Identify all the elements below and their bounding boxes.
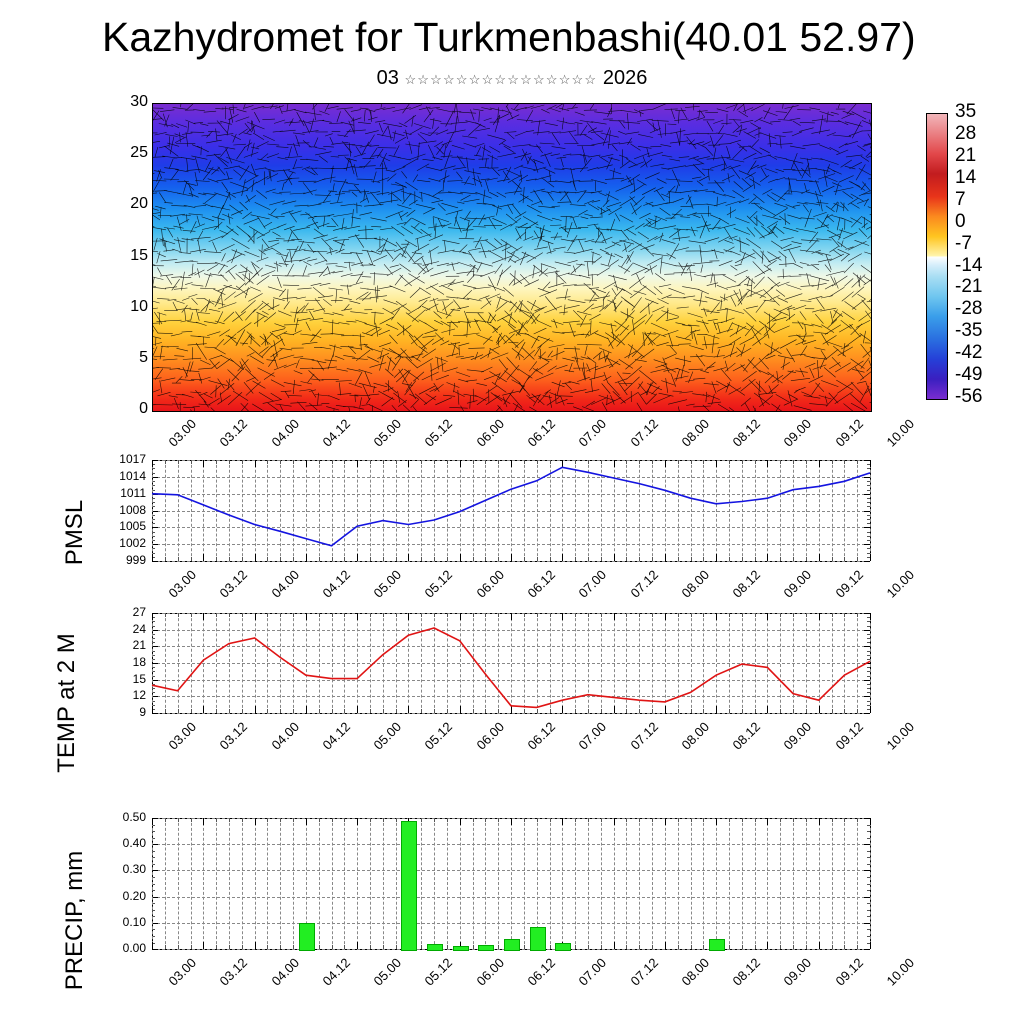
svg-text:PMSL: PMSL [61, 500, 88, 565]
svg-text:TEMP at 2 M: TEMP at 2 M [53, 633, 80, 773]
svg-text:PRECIP, mm: PRECIP, mm [61, 851, 88, 991]
